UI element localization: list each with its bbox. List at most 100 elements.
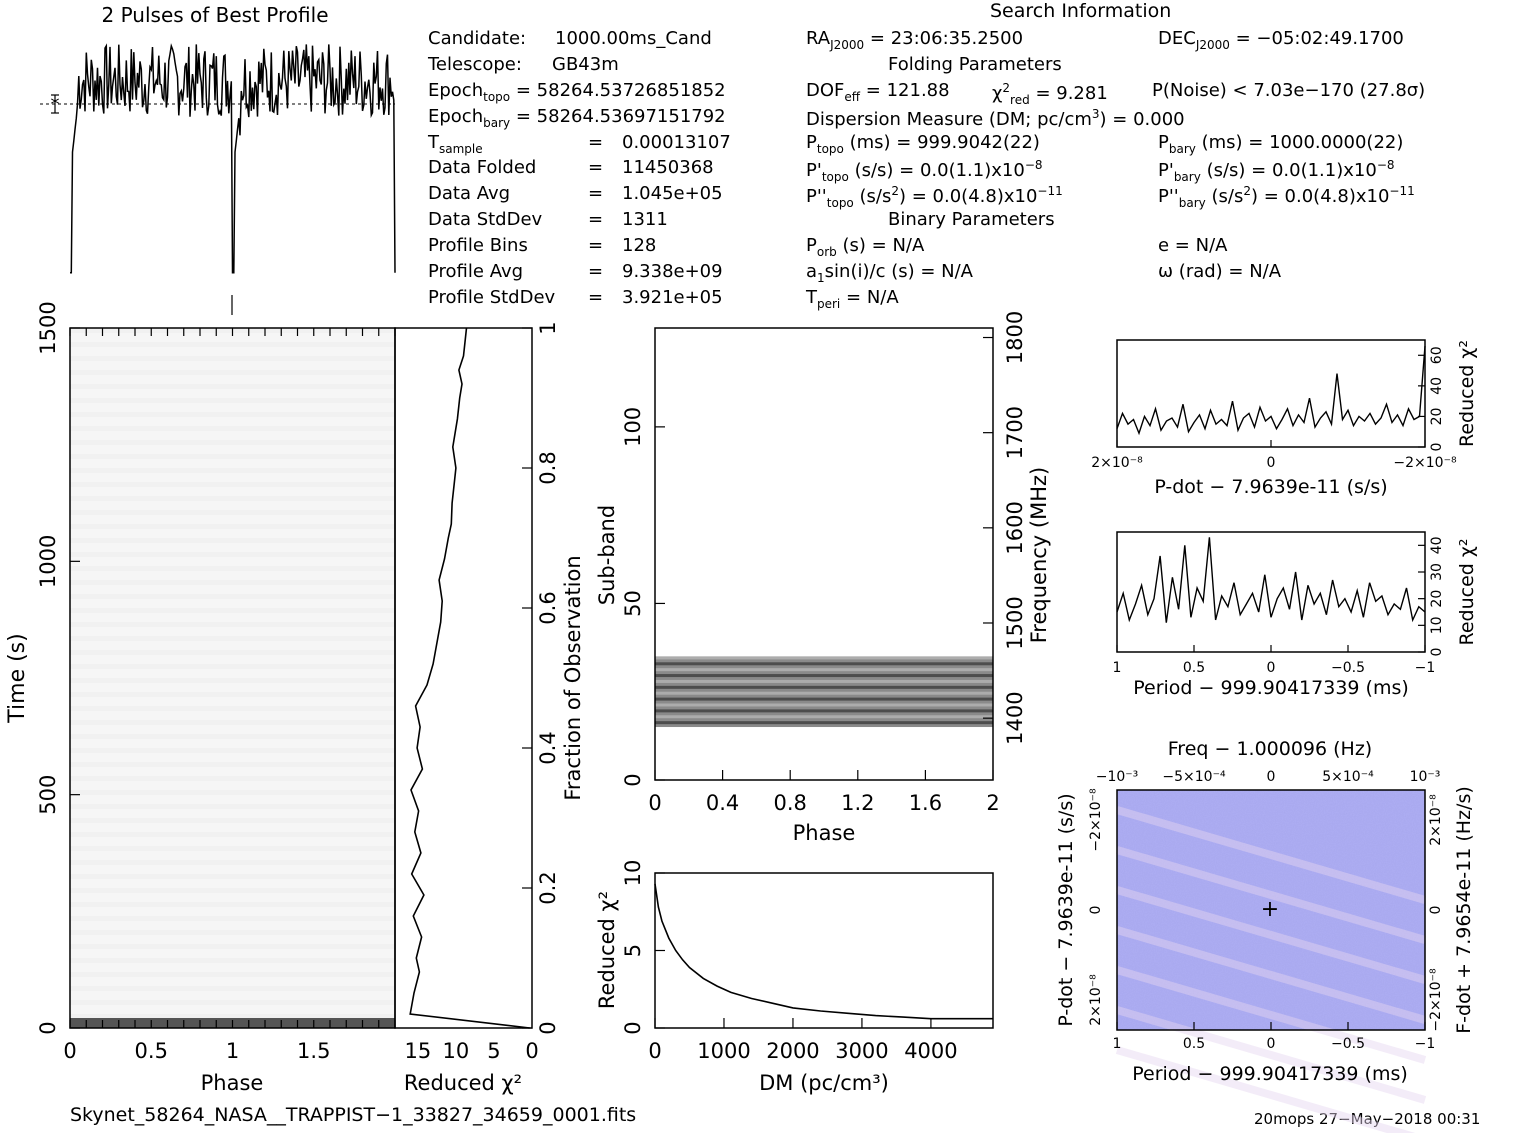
chi2-frac-xtick-label: 15 — [404, 1039, 431, 1063]
dm-xtick-label: 2000 — [766, 1039, 819, 1063]
period-chi2-xtick-label: 0 — [1267, 660, 1276, 676]
pdot-chi2-ytick-label: 60 — [1429, 346, 1445, 364]
pdot-bary: P'bary (s/s) = 0.0(1.1)x10−8 — [1158, 158, 1395, 184]
footer-filename: Skynet_58264_NASA__TRAPPIST−1_33827_3465… — [70, 1104, 637, 1126]
search-plane-y2tick-label: −2×10⁻⁸ — [1428, 968, 1444, 1032]
chi2-frac-line — [409, 327, 530, 1029]
subband-row — [655, 674, 993, 678]
pddot-topo: P''topo (s/s2) = 0.0(4.8)x10−11 — [806, 184, 1063, 210]
eq-sign: = — [588, 261, 604, 282]
time-phase-row — [70, 566, 395, 571]
time-phase-xtick-label: 1 — [226, 1039, 239, 1063]
search-plane-y2tick-label: 2×10⁻⁸ — [1428, 794, 1444, 846]
subband-xtick-label: 0.4 — [706, 791, 739, 815]
time-phase-row — [70, 776, 395, 781]
subband-y2tick-label: 1500 — [1003, 596, 1027, 649]
time-phase-row — [70, 790, 395, 795]
subband-xtick-label: 2 — [986, 791, 999, 815]
p-bary: Pbary (ms) = 1000.0000(22) — [1158, 132, 1404, 156]
eq-sign: = — [588, 209, 604, 230]
search-plane-xtick-label: 0.5 — [1183, 1036, 1205, 1052]
time-phase-row — [70, 734, 395, 739]
time-phase-row — [70, 636, 395, 641]
time-phase-image — [70, 328, 395, 1028]
period-chi2-ytick-label: 0 — [1429, 648, 1445, 657]
time-phase-row — [70, 650, 395, 655]
chi2-frac-ytick-label: 0.8 — [536, 451, 560, 484]
chi2-frac-ylabel: Fraction of Observation — [561, 555, 585, 800]
footer-stamp: 20mops 27−May−2018 00:31 — [1254, 1110, 1481, 1128]
eq-sign: = — [588, 157, 604, 178]
time-phase-row — [70, 524, 395, 529]
search-plane-ytick-label: −2×10⁻⁸ — [1088, 788, 1104, 852]
period-chi2-xtick-label: 0.5 — [1183, 660, 1205, 676]
pdot-chi2-frame — [1116, 339, 1426, 448]
time-phase-frame — [69, 327, 396, 1029]
search-plane-best-marker: + — [1261, 897, 1279, 922]
eq-sign: = — [588, 235, 604, 256]
time-phase-row — [70, 412, 395, 417]
folding-params-title: Folding Parameters — [888, 54, 1062, 75]
t-peri: Tperi = N/A — [806, 287, 899, 311]
eq-sign: = — [588, 183, 604, 204]
time-phase-row — [70, 832, 395, 837]
time-phase-row — [70, 328, 395, 333]
subband-row — [655, 662, 993, 666]
subband-ytick-label: 0 — [621, 773, 645, 786]
time-phase-ytick-label: 500 — [36, 775, 60, 815]
subband-background — [655, 328, 993, 780]
pdot-chi2-line — [1116, 346, 1426, 436]
time-phase-row — [70, 594, 395, 599]
chi2-frac-ytick-label: 1 — [536, 321, 560, 334]
time-phase-row — [70, 384, 395, 389]
time-phase-row — [70, 818, 395, 823]
time-phase-row — [70, 538, 395, 543]
a1-sini: a1sin(i)/c (s) = N/A — [806, 261, 973, 285]
time-phase-xtick-label: 0 — [63, 1039, 76, 1063]
pdot-topo: P'topo (s/s) = 0.0(1.1)x10−8 — [806, 158, 1043, 184]
time-phase-row — [70, 370, 395, 375]
pdot-chi2-xlabel: P-dot − 7.9639e-11 (s/s) — [1154, 476, 1387, 498]
search-plane-bg — [1117, 790, 1425, 1030]
subband-row — [655, 691, 993, 695]
time-phase-row — [70, 678, 395, 683]
chi2-frac-ytick-label: 0 — [536, 1021, 560, 1034]
chi2-frac-ytick-label: 0.4 — [536, 731, 560, 764]
subband-xlabel: Phase — [793, 821, 856, 845]
time-phase-row — [70, 930, 395, 935]
candidate-value: 1000.00ms_Cand — [555, 28, 712, 49]
data-avg-value: 1.045e+05 — [622, 183, 723, 204]
time-phase-row — [70, 804, 395, 809]
time-phase-row — [70, 468, 395, 473]
data-folded-label: Data Folded — [428, 157, 537, 178]
pdot-chi2-ylabel: Reduced χ² — [1456, 340, 1478, 447]
subband-row — [655, 656, 993, 660]
time-phase-row — [70, 748, 395, 753]
profile-std-label: Profile StdDev — [428, 287, 556, 308]
subband-row — [655, 703, 993, 707]
pdot-chi2-xtick-label: 0 — [1267, 455, 1276, 471]
dm-ytick-label: 5 — [621, 944, 645, 957]
dm-line — [654, 883, 993, 1020]
dm-ytick-label: 10 — [621, 860, 645, 887]
subband-row — [655, 685, 993, 689]
time-phase-row — [70, 664, 395, 669]
profile-line — [70, 43, 396, 274]
eq-sign: = — [588, 132, 604, 153]
epoch-topo: Epochtopo = 58264.53726851852 — [428, 80, 726, 104]
search-plane-xtick-label: 1 — [1113, 1036, 1122, 1052]
profile-std-value: 3.921e+05 — [622, 287, 723, 308]
search-plane-xtick-label: −1 — [1415, 1036, 1436, 1052]
time-phase-row — [70, 440, 395, 445]
pddot-bary: P''bary (s/s2) = 0.0(4.8)x10−11 — [1158, 184, 1415, 210]
time-phase-row — [70, 1014, 395, 1019]
tsample-label: Tsample — [428, 132, 483, 156]
p-noise: P(Noise) < 7.03e−170 (27.8σ) — [1152, 80, 1426, 101]
time-phase-row — [70, 762, 395, 767]
search-plane-title: Freq − 1.000096 (Hz) — [1168, 738, 1372, 760]
eq-sign: = — [588, 287, 604, 308]
dm-xlabel: DM (pc/cm³) — [759, 1071, 889, 1095]
period-chi2-ytick-label: 30 — [1429, 563, 1445, 581]
subband-ytick-label: 50 — [621, 590, 645, 617]
dec-j2000: DECJ2000 = −05:02:49.1700 — [1158, 28, 1404, 52]
